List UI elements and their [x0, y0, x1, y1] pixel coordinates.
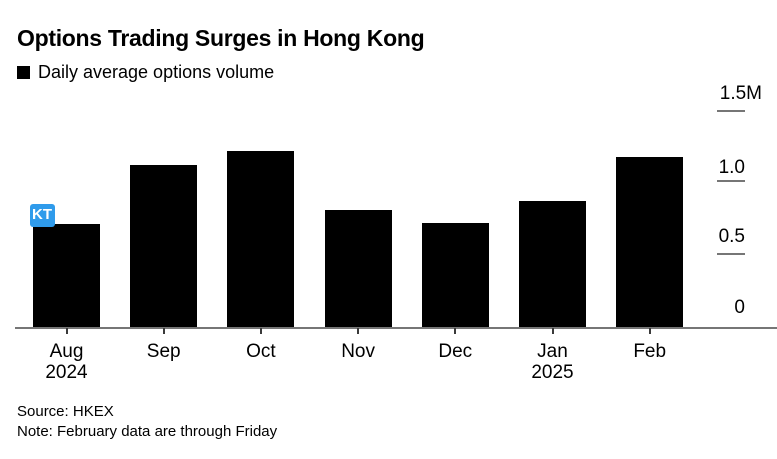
- y-axis-label: 1.5M: [719, 83, 762, 104]
- footer: Source: HKEX Note: February data are thr…: [17, 402, 277, 442]
- y-axis-tick: [717, 253, 745, 255]
- x-tick-label: Aug 2024: [45, 341, 88, 383]
- x-axis-tick: [357, 328, 360, 334]
- x-tick-label: Feb: [633, 341, 667, 362]
- x-axis-line: [15, 327, 777, 329]
- bar: [324, 209, 392, 328]
- source-text: Source: HKEX: [17, 403, 114, 420]
- legend-label: Daily average options volume: [38, 62, 275, 82]
- bar: [519, 201, 586, 328]
- x-tick-label: Jan 2025: [531, 341, 574, 383]
- legend: Daily average options volume: [17, 62, 274, 83]
- x-axis-tick: [65, 328, 68, 334]
- bar: [616, 156, 684, 328]
- bar: [227, 150, 295, 328]
- x-axis-tick: [454, 328, 457, 334]
- y-axis-tick: [717, 110, 745, 112]
- note-text: Note: February data are through Friday: [17, 423, 278, 440]
- y-axis-label: 0: [734, 297, 745, 318]
- y-axis-label: 1.0: [718, 157, 745, 178]
- x-tick-label: Oct: [246, 341, 276, 362]
- x-axis-tick: [551, 328, 554, 334]
- bar: [421, 222, 489, 328]
- x-tick-label: Dec: [438, 341, 473, 362]
- page-title: Options Trading Surges in Hong Kong: [17, 25, 425, 51]
- x-tick-label: Nov: [341, 341, 375, 362]
- legend-swatch-icon: [17, 66, 30, 79]
- kt-marker-badge: KT: [30, 204, 55, 227]
- x-axis-tick: [648, 328, 651, 334]
- y-axis-tick: [717, 180, 745, 182]
- bar: [130, 165, 198, 328]
- x-axis-tick: [259, 328, 262, 334]
- y-axis-label: 0.5: [718, 226, 745, 247]
- x-axis-tick: [162, 328, 165, 334]
- x-tick-label: Sep: [146, 341, 181, 362]
- bar: [33, 224, 100, 328]
